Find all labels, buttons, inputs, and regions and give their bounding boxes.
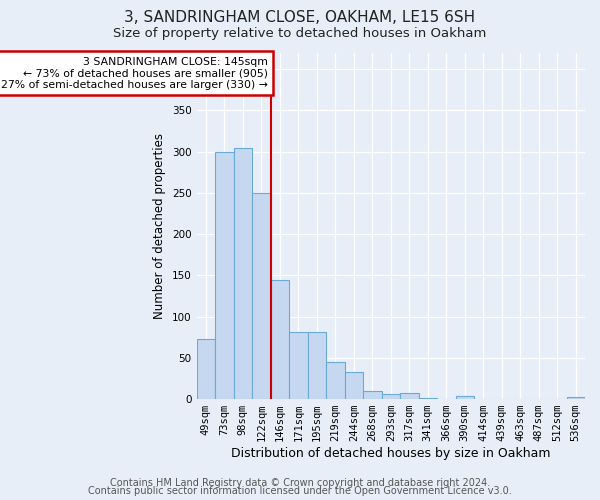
Text: Contains public sector information licensed under the Open Government Licence v3: Contains public sector information licen… [88,486,512,496]
Bar [419,398,437,399]
Text: Size of property relative to detached houses in Oakham: Size of property relative to detached ho… [113,28,487,40]
Bar [271,280,289,399]
Bar [344,372,363,399]
Bar [252,193,271,399]
Y-axis label: Number of detached properties: Number of detached properties [154,133,166,319]
Bar [326,362,344,399]
Text: 3 SANDRINGHAM CLOSE: 145sqm
← 73% of detached houses are smaller (905)
27% of se: 3 SANDRINGHAM CLOSE: 145sqm ← 73% of det… [1,56,268,90]
Bar [363,391,382,399]
Bar [566,396,585,399]
Bar [400,394,419,399]
Bar [455,396,474,399]
Bar [308,332,326,399]
Bar [382,394,400,399]
Text: 3, SANDRINGHAM CLOSE, OAKHAM, LE15 6SH: 3, SANDRINGHAM CLOSE, OAKHAM, LE15 6SH [124,10,476,25]
X-axis label: Distribution of detached houses by size in Oakham: Distribution of detached houses by size … [231,447,551,460]
Bar [233,148,252,399]
Bar [215,152,233,399]
Text: Contains HM Land Registry data © Crown copyright and database right 2024.: Contains HM Land Registry data © Crown c… [110,478,490,488]
Bar [197,339,215,399]
Bar [289,332,308,399]
